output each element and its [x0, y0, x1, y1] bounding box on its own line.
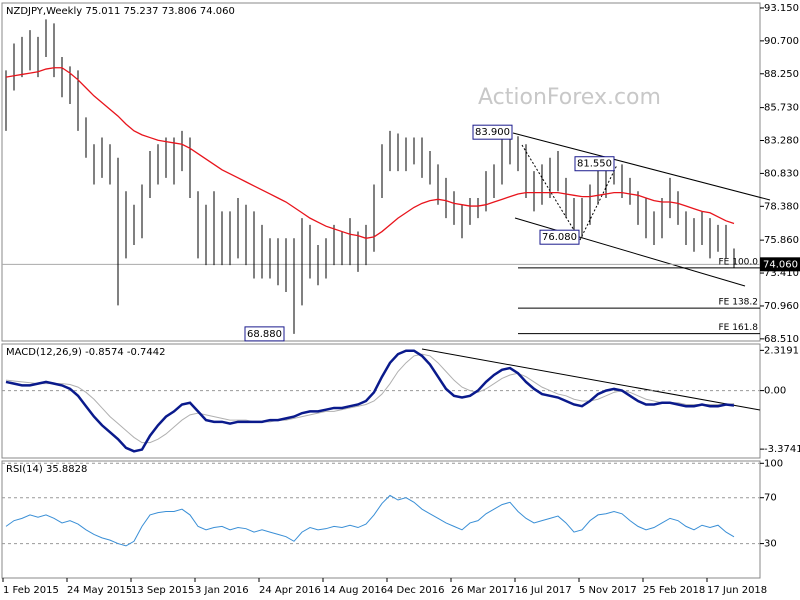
macd-panel: [1, 343, 761, 459]
moving-average: [5, 67, 735, 239]
y-tick-label: 70.960: [764, 301, 799, 312]
indicator-line: [5, 353, 735, 444]
annotation-label: 68.880: [247, 329, 282, 340]
annotation-box: [472, 124, 513, 140]
x-tick-label: 16 Jul 2017: [515, 585, 572, 596]
annotation-box: [244, 326, 285, 342]
channel-line: [512, 132, 771, 201]
x-tick-label: 24 May 2015: [67, 585, 132, 596]
y-tick-label: 83.280: [764, 136, 799, 147]
x-tick-label: 3 Jan 2016: [195, 585, 249, 596]
y-tick-label: 100: [764, 458, 783, 469]
y-tick-label: 30: [764, 539, 777, 550]
y-tick-label: 0.00: [764, 386, 786, 397]
y-tick-label: 88.250: [764, 69, 799, 80]
last-price-label: 74.060: [763, 259, 798, 270]
y-tick-label: 93.150: [764, 3, 799, 14]
y-tick-label: 75.860: [764, 235, 799, 246]
y-tick-label: -3.3741: [764, 444, 800, 455]
fib-label: FE 138.2: [719, 298, 759, 308]
annotation-label: 76.080: [542, 232, 577, 243]
last-price-box: [760, 257, 800, 272]
annotation-box: [574, 156, 615, 172]
annotation-box: [539, 229, 580, 245]
x-tick-label: 5 Nov 2017: [579, 585, 637, 596]
x-tick-label: 14 Aug 2016: [323, 585, 387, 596]
x-tick-label: 1 Feb 2015: [3, 585, 59, 596]
main-title: NZDJPY,Weekly 75.011 75.237 73.806 74.06…: [6, 6, 235, 17]
fib-label: FE 161.8: [719, 323, 759, 333]
wave-line: [521, 144, 581, 241]
x-tick-label: 17 Jun 2018: [707, 585, 767, 596]
y-tick-label: 78.380: [764, 201, 799, 212]
rsi-title: RSI(14) 35.8828: [6, 464, 87, 475]
y-tick-label: 90.700: [764, 36, 799, 47]
y-tick-label: 2.3191: [764, 345, 799, 356]
y-tick-label: 68.510: [764, 334, 799, 345]
x-tick-label: 26 Mar 2017: [451, 585, 514, 596]
channel-line: [514, 217, 746, 287]
indicator-line: [5, 494, 735, 547]
fib-label: FE 100.0: [719, 257, 759, 267]
x-tick-label: 24 Apr 2016: [259, 585, 321, 596]
macd-trend-line: [421, 348, 761, 411]
x-tick-label: 25 Feb 2018: [643, 585, 705, 596]
x-tick-label: 13 Sep 2015: [131, 585, 194, 596]
macd-title: MACD(12,26,9) -0.8574 -0.7442: [6, 347, 166, 358]
y-tick-label: 80.830: [764, 168, 799, 179]
watermark: ActionForex.com: [478, 85, 661, 110]
y-tick-label: 85.730: [764, 103, 799, 114]
y-tick-label: 70: [764, 493, 777, 504]
x-tick-label: 4 Dec 2016: [387, 585, 445, 596]
indicator-line: [5, 349, 735, 453]
rsi-panel: [1, 460, 761, 579]
y-tick-label: 73.410: [764, 268, 799, 279]
annotation-label: 81.550: [577, 159, 612, 170]
main-panel: [1, 2, 761, 342]
annotation-label: 83.900: [475, 127, 510, 138]
